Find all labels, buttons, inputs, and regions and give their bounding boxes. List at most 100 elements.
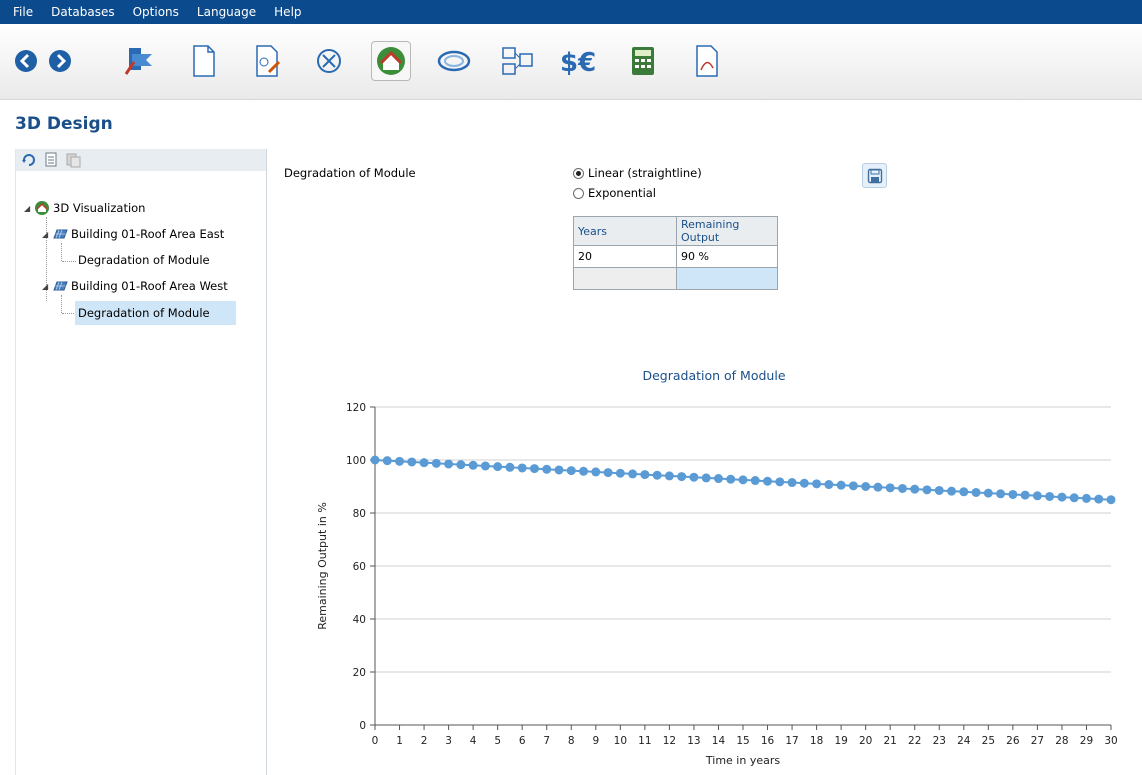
collapse-icon[interactable]: ◢ <box>24 203 31 213</box>
x-tick-labels: 0 1 2 3 4 5 6 7 8 9 10 11 12 13 14 15 16 17 18 19 20 21 22 23 24… <box>372 735 1118 747</box>
data-point <box>726 474 736 484</box>
menu-language[interactable]: Language <box>196 5 257 19</box>
exponential-radio[interactable] <box>573 187 584 199</box>
layout-button[interactable] <box>497 41 537 81</box>
tree-toolbar <box>16 149 266 171</box>
menu-bar: File Databases Options Language Help <box>0 0 1142 24</box>
shading-button[interactable] <box>434 41 474 81</box>
data-point <box>861 482 871 491</box>
menu-databases[interactable]: Databases <box>51 5 115 19</box>
data-point <box>689 472 699 482</box>
calculator-button[interactable] <box>623 41 663 81</box>
linear-radio[interactable] <box>573 167 584 179</box>
menu-options[interactable]: Options <box>132 5 179 19</box>
report-icon <box>696 45 718 77</box>
data-point <box>1057 492 1067 502</box>
shading-icon <box>437 50 471 72</box>
calculator-icon <box>632 47 654 75</box>
new-document-button[interactable] <box>183 41 223 81</box>
y-tick-label: 120 <box>346 402 366 414</box>
data-point <box>566 466 576 476</box>
exponential-option[interactable]: Exponential <box>573 186 656 200</box>
solar-panel-icon <box>53 229 68 239</box>
x-tick-label: 7 <box>543 735 550 747</box>
collapse-icon[interactable]: ◢ <box>42 281 49 291</box>
data-point <box>873 482 883 492</box>
data-point <box>542 464 552 474</box>
tree-node-label: Degradation of Module <box>78 306 210 320</box>
tree-node-label: Building 01-Roof Area West <box>71 279 228 293</box>
back-button[interactable] <box>6 41 46 81</box>
degradation-table: Years Remaining Output 20 90 % <box>573 216 778 290</box>
data-point <box>591 467 601 477</box>
collapse-icon[interactable]: ◢ <box>42 229 49 239</box>
y-tick-label: 60 <box>353 561 366 573</box>
data-point <box>763 476 773 486</box>
x-tick-label: 18 <box>810 735 823 747</box>
tree-panel: ◢ 3D Visualization ◢ Building 01-Roof Ar… <box>15 149 267 775</box>
3d-design-button[interactable] <box>371 41 411 81</box>
linear-label: Linear (straightline) <box>588 166 702 180</box>
linear-option[interactable]: Linear (straightline) <box>573 166 702 180</box>
exponential-label: Exponential <box>588 186 657 200</box>
tree-node-building-east[interactable]: ◢ Building 01-Roof Area East <box>42 225 227 243</box>
menu-file[interactable]: File <box>13 5 34 19</box>
copy-icon[interactable] <box>43 152 59 168</box>
project-data-icon <box>124 48 152 75</box>
tree-node-degradation-east[interactable]: Degradation of Module <box>75 251 213 269</box>
x-tick-label: 1 <box>396 735 403 747</box>
x-tick-label: 8 <box>568 735 575 747</box>
data-point <box>971 487 981 497</box>
years-cell[interactable]: 20 <box>573 245 677 268</box>
back-icon <box>15 50 37 72</box>
data-point <box>885 483 895 493</box>
data-point <box>382 456 392 466</box>
new-years-cell[interactable] <box>573 267 677 290</box>
tree-node-building-west[interactable]: ◢ Building 01-Roof Area West <box>42 277 231 295</box>
data-point <box>579 466 589 476</box>
paste-icon[interactable] <box>65 152 81 168</box>
cancel-button[interactable] <box>309 41 349 81</box>
data-point <box>910 484 920 494</box>
x-tick-label: 12 <box>663 735 676 747</box>
refresh-icon[interactable] <box>21 152 37 168</box>
save-icon <box>867 168 882 183</box>
data-point <box>947 486 957 496</box>
data-point <box>652 470 662 480</box>
data-point <box>1081 493 1091 503</box>
report-button[interactable] <box>686 41 726 81</box>
degradation-label: Degradation of Module <box>284 166 416 180</box>
y-axis-label: Remaining Output in % <box>316 502 329 630</box>
menu-help[interactable]: Help <box>274 5 302 19</box>
financial-analysis-button[interactable]: $€ <box>560 41 600 81</box>
output-cell[interactable]: 90 % <box>676 245 778 268</box>
column-header-years[interactable]: Years <box>573 216 677 246</box>
data-point <box>812 479 822 489</box>
tree-node-label: Building 01-Roof Area East <box>71 227 225 241</box>
tree-node-label: Degradation of Module <box>78 253 210 267</box>
data-point <box>468 460 478 470</box>
data-point <box>836 480 846 490</box>
new-output-cell[interactable] <box>676 267 778 290</box>
x-tick-label: 29 <box>1080 735 1093 747</box>
data-point <box>505 462 515 472</box>
x-tick-label: 26 <box>1006 735 1020 747</box>
x-tick-label: 20 <box>859 735 872 747</box>
data-point <box>431 458 441 468</box>
table-row: 20 90 % <box>573 245 778 268</box>
data-point <box>456 460 466 470</box>
data-point <box>370 455 380 465</box>
data-point <box>419 458 429 468</box>
x-tick-label: 0 <box>372 735 379 747</box>
x-tick-label: 19 <box>834 735 847 747</box>
project-data-button[interactable] <box>119 41 159 81</box>
forward-button[interactable] <box>40 41 80 81</box>
save-button[interactable] <box>862 163 887 188</box>
y-tick-label: 20 <box>353 667 366 679</box>
column-header-remaining-output[interactable]: Remaining Output <box>676 216 778 246</box>
import-button[interactable] <box>246 41 286 81</box>
tree-node-degradation-west[interactable]: Degradation of Module <box>75 301 236 325</box>
x-tick-label: 14 <box>712 735 726 747</box>
data-point <box>615 468 625 478</box>
tree-node-3d-visualization[interactable]: ◢ 3D Visualization <box>24 199 148 217</box>
